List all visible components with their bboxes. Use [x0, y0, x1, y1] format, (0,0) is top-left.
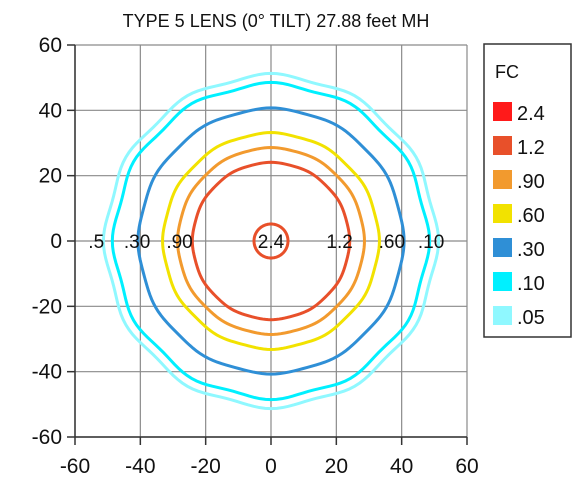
- contour-label-4: 1.2: [326, 232, 352, 253]
- contour-label-1: .30: [124, 232, 150, 253]
- contour-p30: [136, 106, 406, 376]
- axes: 60 40 20 0 -20 -40 -60 -60 -40 -20 0 20 40 60: [32, 34, 479, 478]
- y-tick-label-6: -60: [32, 426, 62, 449]
- legend: FC 2.4 1.2 .90 .60 .30 .10 .05: [483, 43, 572, 338]
- legend-swatch-5: [493, 272, 512, 291]
- contour-2p4: [252, 222, 290, 260]
- contour-p10: [110, 80, 432, 402]
- legend-swatch-4: [493, 238, 512, 257]
- legend-swatch-3: [493, 204, 512, 223]
- contour-label-0: .5: [88, 232, 104, 253]
- legend-label-2: .90: [517, 171, 545, 193]
- contour-labels: .5 .30 .90 2.4 1.2 .60 .10: [88, 232, 444, 253]
- x-tick-label-2: -20: [190, 455, 220, 478]
- legend-label-3: .60: [517, 205, 545, 227]
- contour-label-2: .90: [166, 232, 192, 253]
- contour-p90: [176, 146, 366, 336]
- x-tick-label-4: 20: [325, 455, 348, 478]
- x-tick-label-6: 60: [455, 455, 478, 478]
- y-tick-label-2: 20: [39, 165, 62, 188]
- legend-swatch-0: [493, 102, 512, 121]
- chart-title: TYPE 5 LENS (0° TILT) 27.88 feet MH: [123, 11, 430, 31]
- contour-label-5: .60: [379, 232, 405, 253]
- contour-p05: [101, 71, 441, 411]
- contour-1p2: [190, 160, 352, 322]
- legend-title: FC: [495, 62, 519, 82]
- contour-lines: [101, 71, 441, 411]
- contour-label-6: .10: [418, 232, 444, 253]
- x-tick-label-0: -60: [60, 455, 90, 478]
- legend-label-4: .30: [517, 239, 545, 261]
- x-tick-label-3: 0: [265, 455, 277, 478]
- y-tick-label-5: -40: [32, 361, 62, 384]
- legend-swatch-1: [493, 136, 512, 155]
- y-tick-label-1: 40: [39, 99, 62, 122]
- x-tick-label-1: -40: [125, 455, 155, 478]
- x-tick-label-5: 40: [390, 455, 413, 478]
- y-tick-label-4: -20: [32, 295, 62, 318]
- contour-label-3: 2.4: [258, 232, 285, 253]
- legend-label-5: .10: [517, 273, 545, 295]
- contour-p60: [161, 131, 381, 351]
- legend-swatch-6: [493, 306, 512, 325]
- legend-label-6: .05: [517, 307, 545, 329]
- legend-swatch-2: [493, 170, 512, 189]
- legend-label-0: 2.4: [517, 103, 545, 125]
- legend-label-1: 1.2: [517, 137, 545, 159]
- y-tick-label-0: 60: [39, 34, 62, 57]
- y-tick-label-3: 0: [50, 230, 62, 253]
